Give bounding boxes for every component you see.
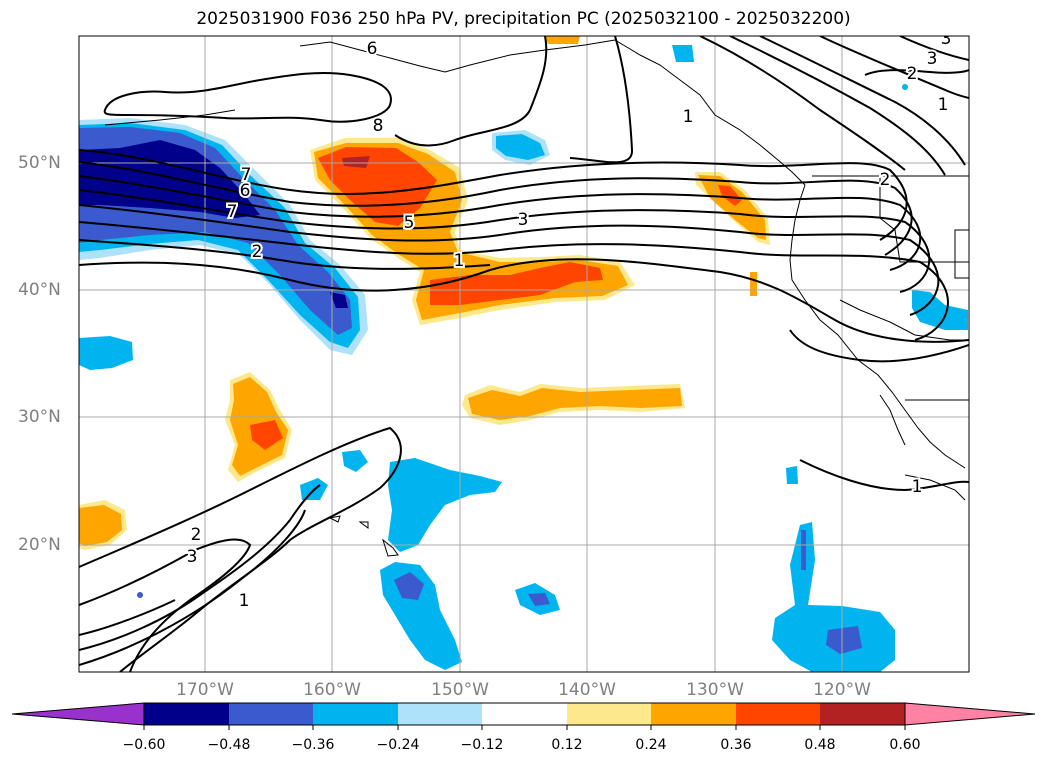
contour-label: 2 xyxy=(907,64,918,84)
lon-tick-label: 150°W xyxy=(431,680,489,700)
contour-label: 1 xyxy=(912,477,923,497)
contour-label: 7 xyxy=(241,165,252,185)
colorbar-bin xyxy=(482,703,567,725)
contour-labels: 6 8 7 6 7 2 5 3 1 2 3 1 3 2 1 1 2 3 1 xyxy=(185,29,954,613)
plot-area: 6 8 7 6 7 2 5 3 1 2 3 1 3 2 1 1 2 3 1 xyxy=(79,29,969,672)
colorbar-tick-label: 0.60 xyxy=(889,737,921,753)
colorbar-tick-label: 0.48 xyxy=(804,737,836,753)
colorbar-tick-label: 0.36 xyxy=(720,737,752,753)
lat-tick-label: 50°N xyxy=(18,153,61,173)
colorbar-tick-label: −0.48 xyxy=(207,737,251,753)
colorbar-bin xyxy=(567,703,651,725)
contour-label: 1 xyxy=(683,107,694,127)
lon-tick-label: 120°W xyxy=(813,680,871,700)
contour-label: 2 xyxy=(880,170,891,190)
colorbar-bin xyxy=(313,703,398,725)
plot-frame xyxy=(78,35,970,673)
colorbar-tick-label: −0.60 xyxy=(122,737,166,753)
contour-label: 7 xyxy=(227,202,238,222)
contour-label: 3 xyxy=(518,210,529,230)
contour-label: 3 xyxy=(187,547,198,567)
lat-tick-label: 30°N xyxy=(18,407,61,427)
lon-tick-label: 160°W xyxy=(303,680,361,700)
colorbar-extend-left xyxy=(11,702,145,726)
contour-label: 2 xyxy=(191,525,202,545)
colorbar-tick-label: 0.24 xyxy=(635,737,667,753)
contour-label: 3 xyxy=(941,29,952,49)
colorbar-tick-label: 0.12 xyxy=(551,737,583,753)
lon-tick-label: 140°W xyxy=(558,680,616,700)
colorbar xyxy=(11,702,1036,730)
colorbar-bin xyxy=(820,703,905,725)
contour-label: 1 xyxy=(239,591,250,611)
colorbar-extend-right xyxy=(904,702,1036,726)
colorbar-tick-label: −0.24 xyxy=(376,737,420,753)
colorbar-tick-label: −0.12 xyxy=(460,737,504,753)
lat-tick-label: 20°N xyxy=(18,535,61,555)
contour-label: 2 xyxy=(252,242,263,262)
contour-label: 6 xyxy=(240,181,251,201)
colorbar-bin xyxy=(398,703,482,725)
colorbar-bin xyxy=(736,703,820,725)
colorbar-bin xyxy=(144,703,229,725)
contour-label: 6 xyxy=(367,39,378,59)
colorbar-bin xyxy=(229,703,313,725)
graticule xyxy=(79,36,969,672)
lat-tick-label: 40°N xyxy=(18,280,61,300)
negative-anomaly-fill xyxy=(79,45,968,672)
lon-tick-label: 170°W xyxy=(176,680,234,700)
lon-tick-label: 130°W xyxy=(686,680,744,700)
contour-label: 8 xyxy=(373,116,384,136)
colorbar-bin xyxy=(651,703,736,725)
pv-contours xyxy=(79,36,969,672)
contour-label: 5 xyxy=(404,213,415,233)
contour-label: 1 xyxy=(454,251,465,271)
contour-label: 1 xyxy=(938,95,949,115)
map-title: 2025031900 F036 250 hPa PV, precipitatio… xyxy=(196,9,851,29)
colorbar-tick-label: −0.36 xyxy=(291,737,335,753)
contour-label: 3 xyxy=(927,49,938,69)
